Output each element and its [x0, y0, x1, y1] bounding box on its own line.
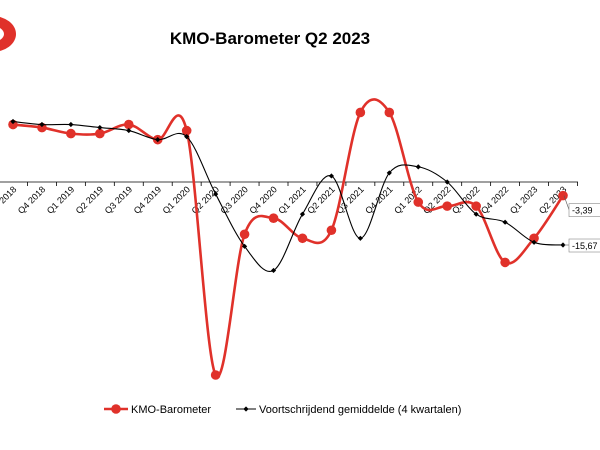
data-label-box [568, 203, 600, 217]
data-label: -15,67 [572, 241, 598, 251]
x-tick-label: Q1 2021 [276, 184, 307, 215]
point-voortschrijdend-gemiddelde [560, 242, 566, 248]
x-tick-label: Q1 2020 [161, 184, 192, 215]
point-voortschrijdend-gemiddelde [184, 134, 190, 140]
x-tick-label: Q1 2023 [508, 184, 539, 215]
x-tick-label: Q4 2018 [16, 184, 47, 215]
point-voortschrijdend-gemiddelde [270, 267, 277, 274]
x-tick-label: Q2 2022 [421, 184, 452, 215]
point-kmo-barometer [297, 233, 308, 244]
legend-marker-voortschrijdend-gemiddelde [243, 406, 249, 412]
point-kmo-barometer [66, 128, 76, 139]
point-voortschrijdend-gemiddelde [68, 121, 74, 128]
point-kmo-barometer [326, 225, 337, 236]
point-voortschrijdend-gemiddelde [241, 243, 248, 249]
legend-label-voortschrijdend-gemiddelde: Voortschrijdend gemiddelde (4 kwartalen) [259, 404, 461, 416]
data-label-leader [563, 195, 570, 210]
x-tick-label: Q1 2019 [45, 184, 76, 215]
point-kmo-barometer [471, 201, 481, 211]
x-tick-label: Q3 2020 [219, 184, 250, 215]
point-kmo-barometer [355, 107, 366, 118]
x-tick-label: Q4 2022 [479, 184, 510, 215]
chart-title: KMO-Barometer Q2 2023 [170, 29, 370, 48]
point-voortschrijdend-gemiddelde [502, 219, 508, 225]
point-kmo-barometer [239, 229, 250, 240]
point-voortschrijdend-gemiddelde [299, 211, 306, 217]
legend-label-kmo-barometer: KMO-Barometer [131, 404, 211, 416]
logo [0, 17, 16, 51]
point-kmo-barometer [268, 213, 279, 223]
point-kmo-barometer [558, 190, 568, 201]
x-tick-label: Q3 2019 [103, 184, 134, 215]
point-kmo-barometer [500, 257, 510, 268]
x-tick-label: Q4 2021 [363, 184, 394, 215]
point-kmo-barometer [210, 370, 221, 380]
point-kmo-barometer [413, 197, 424, 207]
point-voortschrijdend-gemiddelde [97, 124, 103, 131]
point-voortschrijdend-gemiddelde [126, 127, 132, 134]
point-voortschrijdend-gemiddelde [473, 211, 479, 217]
x-tick-label: Q4 2020 [247, 184, 278, 215]
x-tick-label: Q4 2019 [132, 184, 163, 215]
series-line-voortschrijdend-gemiddelde [12, 120, 564, 273]
point-kmo-barometer [384, 107, 395, 118]
point-voortschrijdend-gemiddelde [213, 191, 219, 197]
x-tick-label: 2018 [0, 184, 18, 205]
x-tick-label: Q2 2019 [74, 184, 105, 215]
point-voortschrijdend-gemiddelde [39, 121, 45, 128]
data-label: -3,39 [572, 206, 593, 216]
point-voortschrijdend-gemiddelde [444, 179, 450, 185]
point-kmo-barometer [181, 125, 192, 136]
point-voortschrijdend-gemiddelde [531, 239, 537, 245]
x-tick-label: Q3 2022 [450, 184, 481, 215]
point-voortschrijdend-gemiddelde [155, 137, 161, 143]
point-voortschrijdend-gemiddelde [328, 173, 335, 179]
point-voortschrijdend-gemiddelde [10, 118, 16, 125]
point-kmo-barometer [95, 128, 105, 139]
point-voortschrijdend-gemiddelde [386, 170, 392, 176]
point-voortschrijdend-gemiddelde [357, 235, 363, 241]
series-line-kmo-barometer [12, 98, 565, 378]
data-label-box [568, 238, 600, 253]
point-kmo-barometer [123, 119, 134, 130]
legend-marker-kmo-barometer [111, 404, 121, 414]
point-kmo-barometer [442, 201, 453, 211]
point-voortschrijdend-gemiddelde [415, 164, 421, 170]
